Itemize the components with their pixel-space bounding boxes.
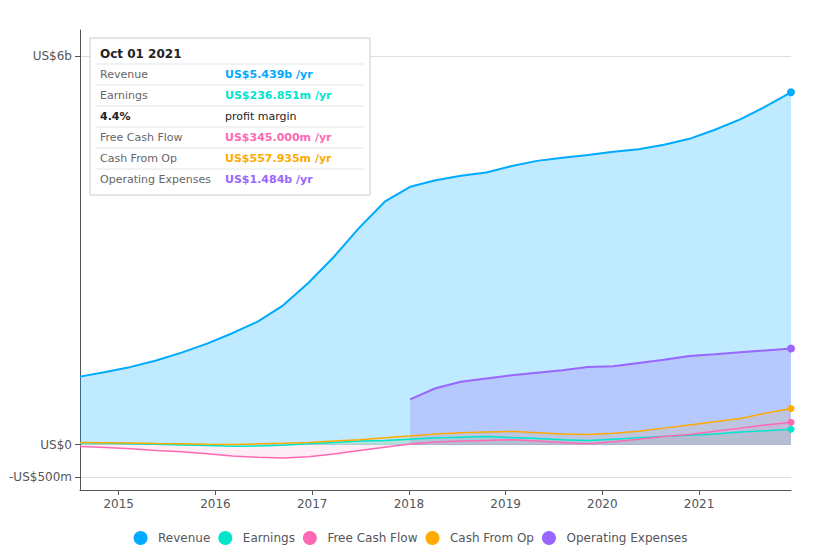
svg-text:Revenue: Revenue: [158, 531, 210, 545]
svg-text:US$236.851m /yr: US$236.851m /yr: [225, 89, 332, 102]
svg-text:US$5.439b /yr: US$5.439b /yr: [225, 68, 313, 81]
svg-text:2018: 2018: [394, 497, 425, 511]
svg-text:Revenue: Revenue: [100, 68, 148, 81]
svg-text:Free Cash Flow: Free Cash Flow: [100, 131, 183, 144]
svg-text:Cash From Op: Cash From Op: [450, 531, 534, 545]
svg-text:Earnings: Earnings: [243, 531, 295, 545]
svg-text:Oct 01 2021: Oct 01 2021: [100, 47, 182, 61]
svg-text:US$6b: US$6b: [33, 49, 72, 63]
svg-text:2017: 2017: [297, 497, 328, 511]
svg-text:profit margin: profit margin: [225, 110, 297, 123]
svg-text:2021: 2021: [684, 497, 715, 511]
svg-text:US$557.935m /yr: US$557.935m /yr: [225, 152, 332, 165]
svg-text:Operating Expenses: Operating Expenses: [100, 173, 211, 186]
svg-text:Operating Expenses: Operating Expenses: [566, 531, 687, 545]
svg-text:2015: 2015: [103, 497, 134, 511]
svg-text:US$0: US$0: [40, 438, 72, 452]
svg-text:US$345.000m /yr: US$345.000m /yr: [225, 131, 332, 144]
svg-text:2020: 2020: [587, 497, 618, 511]
svg-text:Cash From Op: Cash From Op: [100, 152, 177, 165]
svg-text:-US$500m: -US$500m: [9, 470, 72, 484]
svg-text:2016: 2016: [200, 497, 231, 511]
svg-text:2019: 2019: [490, 497, 521, 511]
svg-text:Earnings: Earnings: [100, 89, 148, 102]
svg-text:Free Cash Flow: Free Cash Flow: [327, 531, 417, 545]
svg-text:4.4%: 4.4%: [100, 110, 131, 123]
svg-text:US$1.484b /yr: US$1.484b /yr: [225, 173, 313, 186]
